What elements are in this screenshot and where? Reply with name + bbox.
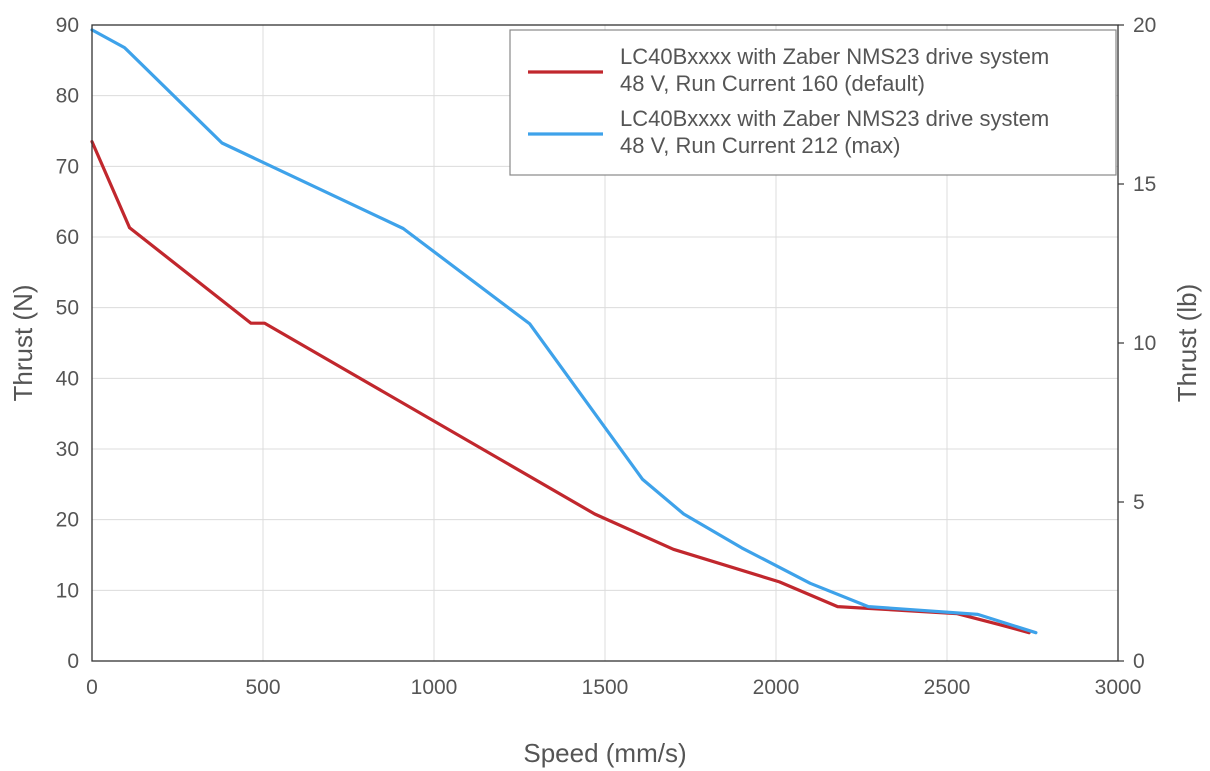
y-tick-label: 40 [56,367,79,390]
series-line-2 [90,28,1038,635]
legend-label-1: LC40Bxxxx with Zaber NMS23 drive system [620,44,1049,69]
y-tick-label: 60 [56,226,79,249]
y-tick-label: 20 [56,509,79,532]
series-line-1 [90,140,1031,635]
legend-label-2: LC40Bxxxx with Zaber NMS23 drive system [620,106,1049,131]
y2-axis-label: Thrust (lb) [1172,284,1202,402]
y-axis-ticks: 0 10 20 30 40 50 60 70 80 90 [56,14,79,673]
y2-tick-label: 10 [1133,332,1156,355]
x-tick-label: 2000 [753,676,800,699]
x-tick-label: 1000 [411,676,458,699]
y-tick-label: 30 [56,438,79,461]
x-axis-label: Speed (mm/s) [523,738,686,768]
y-tick-label: 80 [56,85,79,108]
x-tick-label: 500 [245,676,280,699]
x-tick-label: 1500 [582,676,629,699]
x-tick-label: 0 [86,676,98,699]
y-axis-label: Thrust (N) [8,285,38,402]
x-axis-ticks: 0 500 1000 1500 2000 2500 3000 [86,676,1141,699]
legend-box [509,29,1117,176]
x-tick-label: 3000 [1095,676,1142,699]
y2-tick-label: 20 [1133,14,1156,37]
y-tick-label: 0 [67,650,79,673]
y2-tick-label: 5 [1133,491,1145,514]
y-tick-label: 50 [56,297,79,320]
y-tick-label: 10 [56,579,79,602]
y2-tick-label: 0 [1133,650,1145,673]
y-tick-label: 90 [56,14,79,37]
x-tick-label: 2500 [924,676,971,699]
y2-axis-ticks: 0 5 10 15 20 [1118,14,1156,673]
legend: LC40Bxxxx with Zaber NMS23 drive system4… [509,29,1117,176]
series-lines [90,28,1038,635]
legend-label-1: 48 V, Run Current 160 (default) [620,71,925,96]
y-tick-label: 70 [56,155,79,178]
y2-tick-label: 15 [1133,173,1156,196]
legend-label-2: 48 V, Run Current 212 (max) [620,133,900,158]
